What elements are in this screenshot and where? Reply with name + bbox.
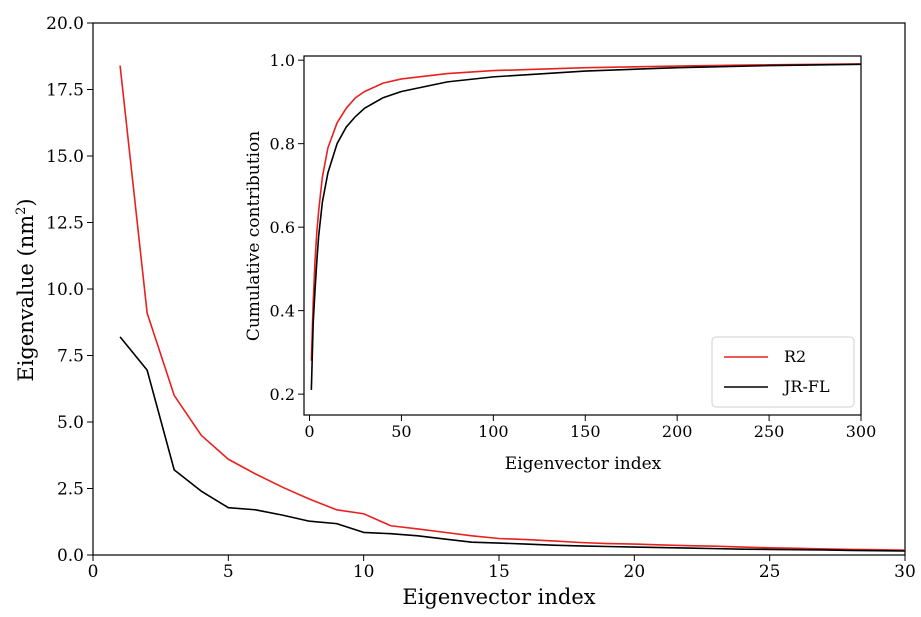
inset-x-tick-label: 150 bbox=[570, 422, 601, 441]
main-series-line-jr-fl bbox=[119, 336, 906, 552]
inset-x-tick-label: 200 bbox=[662, 422, 693, 441]
inset-x-ticks: 0 50 100 150 200 250 300 bbox=[304, 415, 876, 441]
main-x-tick-label: 25 bbox=[759, 562, 781, 582]
legend-label-jr-fl: JR-FL bbox=[782, 377, 830, 396]
inset-x-axis-title: Eigenvector index bbox=[505, 454, 662, 474]
legend-label-r2: R2 bbox=[784, 347, 806, 366]
inset-x-tick-label: 50 bbox=[391, 422, 411, 441]
main-series-group bbox=[119, 65, 906, 552]
y-axis-title-main: Eigenvalue (nm bbox=[14, 215, 38, 382]
main-y-tick-label: 17.5 bbox=[46, 81, 84, 101]
legend: R2 JR-FL bbox=[711, 336, 855, 408]
main-y-tick-label: 0.0 bbox=[57, 546, 84, 566]
main-x-axis-title: Eigenvector index bbox=[402, 585, 595, 609]
main-y-tick-label: 20.0 bbox=[46, 14, 84, 34]
main-x-tick-label: 20 bbox=[624, 562, 646, 582]
inset-x-tick-label: 300 bbox=[846, 422, 877, 441]
main-x-tick-label: 5 bbox=[223, 562, 234, 582]
main-x-ticks: 0 5 10 15 20 25 30 bbox=[88, 555, 916, 582]
inset-y-tick-label: 0.2 bbox=[270, 385, 295, 404]
inset-y-tick-label: 1.0 bbox=[270, 51, 295, 70]
main-y-tick-label: 10.0 bbox=[46, 280, 84, 300]
inset-x-tick-label: 100 bbox=[478, 422, 509, 441]
main-x-tick-label: 0 bbox=[88, 562, 99, 582]
inset-series-group bbox=[310, 63, 862, 390]
main-y-tick-label: 15.0 bbox=[46, 147, 84, 167]
main-y-tick-label: 12.5 bbox=[46, 214, 84, 234]
inset-plot-frame bbox=[303, 55, 862, 416]
inset-y-ticks: 0.2 0.4 0.6 0.8 1.0 bbox=[270, 51, 304, 404]
inset-y-tick-label: 0.4 bbox=[270, 302, 295, 321]
main-x-tick-label: 10 bbox=[353, 562, 375, 582]
main-y-tick-label: 2.5 bbox=[57, 480, 84, 500]
main-series-line-r2 bbox=[119, 65, 906, 552]
inset-y-tick-label: 0.6 bbox=[270, 218, 295, 237]
inset-x-tick-label: 250 bbox=[754, 422, 785, 441]
y-axis-title-superscript: 2 bbox=[14, 207, 29, 215]
main-x-tick-label: 30 bbox=[894, 562, 916, 582]
legend-box bbox=[711, 336, 855, 408]
main-y-ticks: 0.0 2.5 5.0 7.5 10.0 12.5 15.0 17.5 20.0 bbox=[46, 14, 93, 566]
main-y-axis-title: Eigenvalue (nm2) bbox=[14, 198, 38, 381]
inset-y-tick-label: 0.8 bbox=[270, 135, 295, 154]
main-y-tick-label: 5.0 bbox=[57, 413, 84, 433]
y-axis-title-suffix: ) bbox=[14, 198, 38, 206]
inset-x-tick-label: 0 bbox=[304, 422, 314, 441]
inset-y-axis-title: Cumulative contribution bbox=[244, 131, 264, 341]
main-plot: 0 5 10 15 20 25 30 0.02.55.07.510.012.515.017.… bbox=[14, 14, 916, 609]
inset-series-line-r2 bbox=[310, 63, 862, 361]
main-y-tick-label: 7.5 bbox=[57, 347, 84, 367]
main-x-tick-label: 15 bbox=[488, 562, 510, 582]
inset-series-line-jr-fl bbox=[310, 63, 862, 390]
inset-plot: 0 50 100 150 200 250 300 0.2 0.4 0.6 0.8 1.0 Eigen… bbox=[244, 51, 876, 474]
